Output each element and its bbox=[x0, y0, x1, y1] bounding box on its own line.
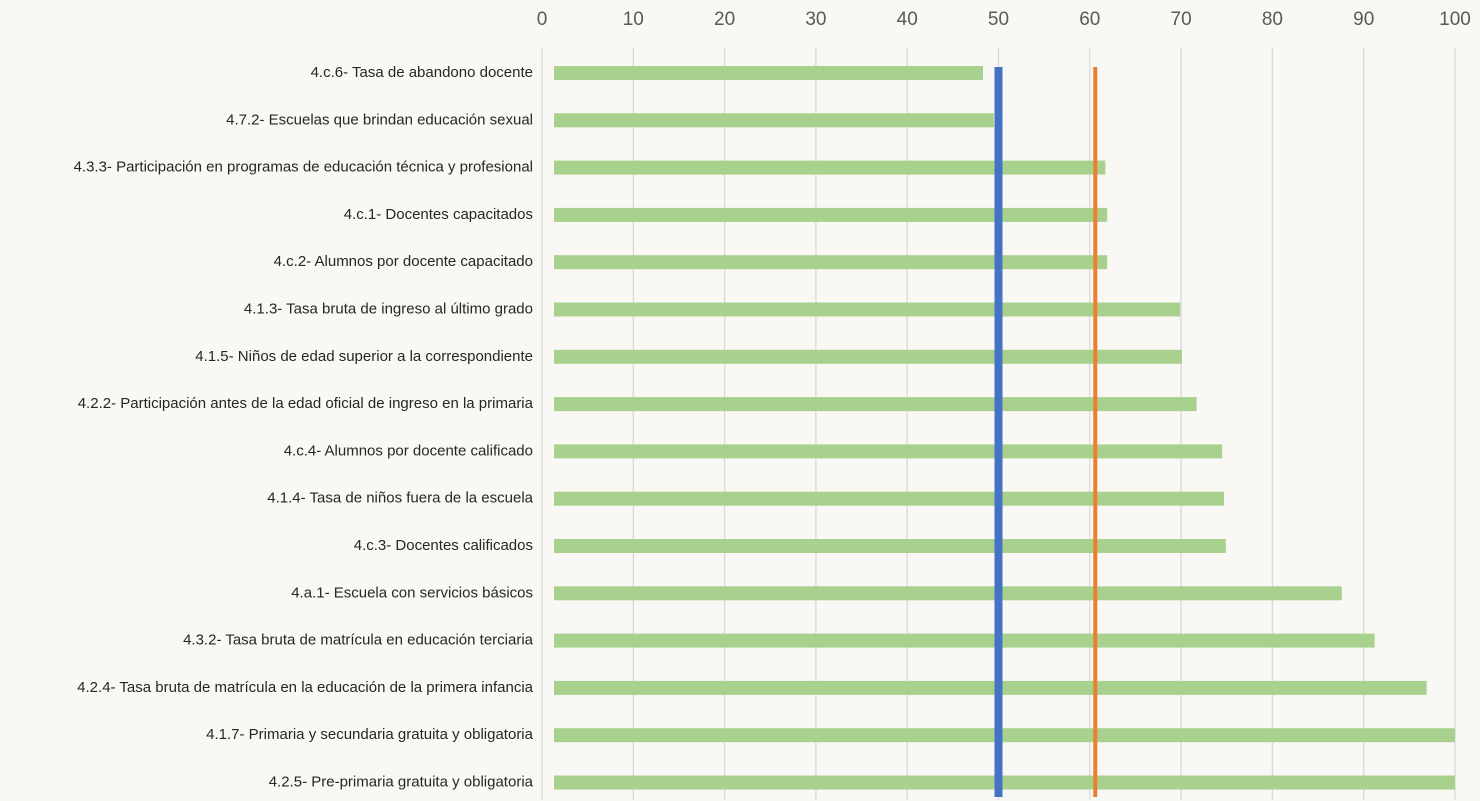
category-label: 4.1.3- Tasa bruta de ingreso al último g… bbox=[244, 300, 533, 317]
x-tick-label: 80 bbox=[1262, 9, 1283, 30]
category-label: 4.1.4- Tasa de niños fuera de la escuela bbox=[267, 490, 533, 507]
bar bbox=[554, 775, 1455, 790]
bar bbox=[554, 66, 983, 80]
x-tick-label: 50 bbox=[988, 9, 1009, 30]
x-tick-label: 60 bbox=[1079, 9, 1100, 30]
x-tick-label: 30 bbox=[805, 9, 826, 30]
x-tick-label: 40 bbox=[897, 9, 918, 30]
category-label: 4.c.3- Docentes calificados bbox=[354, 537, 533, 554]
x-tick-label: 70 bbox=[1171, 9, 1192, 30]
category-label: 4.c.1- Docentes capacitados bbox=[344, 206, 533, 223]
category-label: 4.3.2- Tasa bruta de matrícula en educac… bbox=[183, 632, 534, 649]
bar bbox=[554, 539, 1226, 553]
bar bbox=[554, 680, 1427, 695]
bar bbox=[554, 444, 1223, 459]
bar bbox=[554, 302, 1181, 317]
reference-lines bbox=[994, 67, 1098, 797]
category-label: 4.2.2- Participación antes de la edad of… bbox=[78, 395, 534, 412]
category-label: 4.a.1- Escuela con servicios básicos bbox=[291, 584, 533, 601]
bar bbox=[554, 349, 1183, 364]
bar bbox=[554, 397, 1197, 412]
category-label: 4.c.2- Alumnos por docente capacitado bbox=[274, 253, 533, 270]
category-label: 4.1.7- Primaria y secundaria gratuita y … bbox=[206, 726, 533, 743]
x-tick-label: 0 bbox=[537, 9, 548, 30]
category-label: 4.2.5- Pre-primaria gratuita y obligator… bbox=[269, 773, 534, 790]
bar bbox=[554, 728, 1455, 743]
category-label: 4.c.4- Alumnos por docente calificado bbox=[284, 442, 533, 459]
bar bbox=[554, 113, 994, 128]
bar bbox=[554, 207, 1108, 222]
category-label: 4.2.4- Tasa bruta de matrícula en la edu… bbox=[77, 679, 533, 696]
category-label: 4.3.3- Participación en programas de edu… bbox=[74, 159, 533, 176]
x-tick-label: 100 bbox=[1439, 9, 1471, 30]
x-tick-label: 10 bbox=[623, 9, 644, 30]
bar bbox=[554, 160, 1106, 175]
bar bbox=[554, 255, 1108, 270]
x-tick-label: 20 bbox=[714, 9, 735, 30]
x-axis-ticks: 0 10 20 30 40 50 60 70 80 90 100 bbox=[537, 9, 1471, 30]
x-tick-label: 90 bbox=[1353, 9, 1374, 30]
category-label: 4.c.6- Tasa de abandono docente bbox=[311, 64, 533, 81]
category-labels: 4.c.6- Tasa de abandono docente 4.7.2- Es… bbox=[74, 64, 534, 791]
category-label: 4.7.2- Escuelas que brindan educación se… bbox=[226, 111, 533, 128]
bars bbox=[554, 66, 1455, 790]
bar bbox=[554, 491, 1225, 506]
category-label: 4.1.5- Niños de edad superior a la corre… bbox=[195, 348, 533, 365]
bar bbox=[554, 586, 1342, 601]
bar bbox=[554, 633, 1375, 648]
